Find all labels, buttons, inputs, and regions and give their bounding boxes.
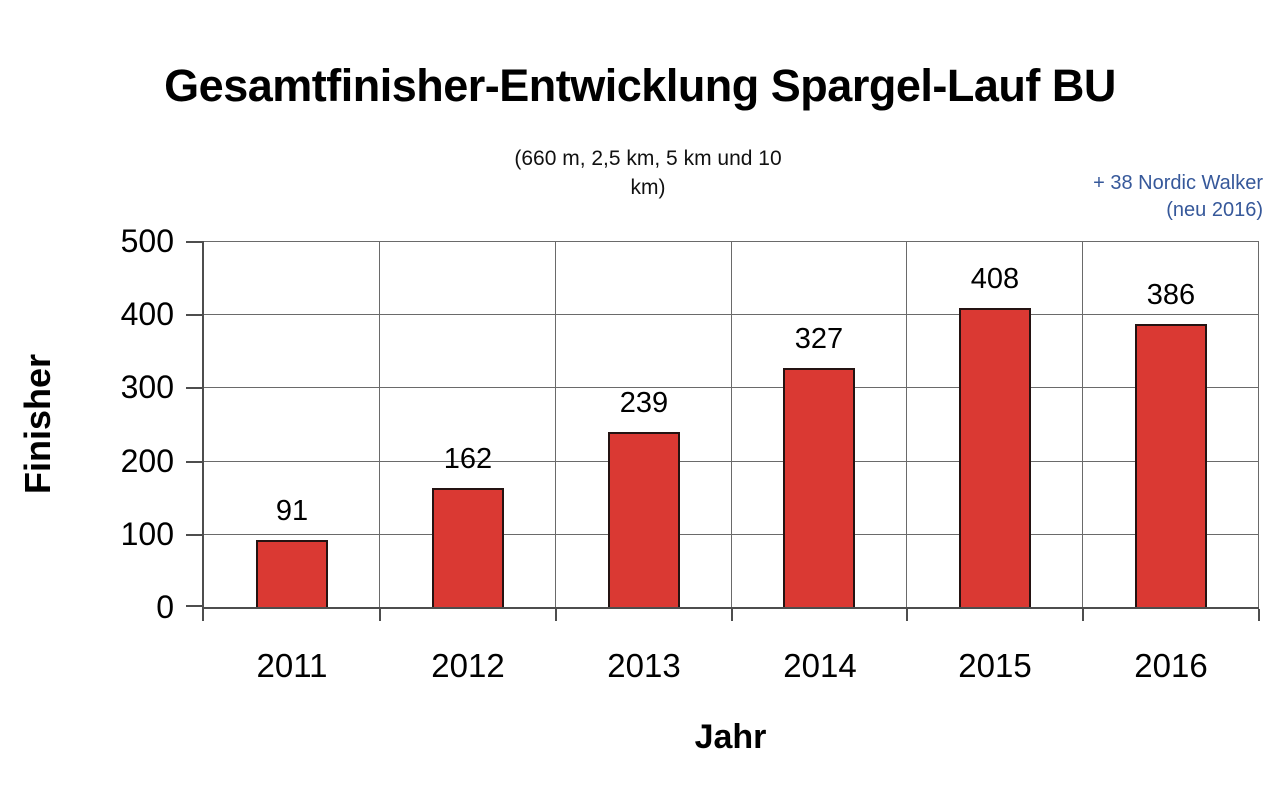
bar-value-2015: 408 <box>970 263 1020 295</box>
chart-title: Gesamtfinisher-Entwicklung Spargel-Lauf … <box>164 60 1116 111</box>
x-tick-6 <box>1258 609 1260 621</box>
chart-subtitle-line-1: (660 m, 2,5 km, 5 km und 10 <box>514 147 782 170</box>
x-tick-4 <box>906 609 908 621</box>
y-axis-title: Finisher <box>17 353 58 495</box>
bar-value-2016: 386 <box>1146 279 1196 311</box>
y-tick-label-300: 300 <box>120 369 174 405</box>
bar-2015 <box>959 308 1031 607</box>
x-tick-0 <box>202 609 204 621</box>
y-tick-label-0: 0 <box>156 589 174 625</box>
gridline-x-5 <box>1082 241 1083 607</box>
annotation-line-2: (neu 2016) <box>1166 199 1263 221</box>
y-tick-200 <box>186 461 202 463</box>
bar-value-2013: 239 <box>619 387 669 419</box>
bar-2012 <box>432 488 504 607</box>
y-tick-500 <box>186 241 202 243</box>
x-tick-1 <box>379 609 381 621</box>
gridline-x-2 <box>555 241 556 607</box>
bar-value-2014: 327 <box>794 323 844 355</box>
gridline-x-4 <box>906 241 907 607</box>
y-tick-100 <box>186 534 202 536</box>
x-axis-title: Jahr <box>694 718 767 756</box>
x-tick-5 <box>1082 609 1084 621</box>
bar-value-2011: 91 <box>275 495 309 527</box>
chart-subtitle: (660 m, 2,5 km, 5 km und 10 km) <box>8 144 1280 202</box>
bar-2016 <box>1135 324 1207 607</box>
bar-2011 <box>256 540 328 607</box>
y-tick-400 <box>186 314 202 316</box>
x-tick-3 <box>731 609 733 621</box>
x-category-label-2013: 2013 <box>607 647 681 684</box>
bar-2014 <box>783 368 855 607</box>
x-category-label-2012: 2012 <box>431 647 505 684</box>
annotation-line-1: + 38 Nordic Walker <box>1093 172 1263 194</box>
bar-value-2012: 162 <box>443 443 493 475</box>
x-tick-2 <box>555 609 557 621</box>
x-category-label-2015: 2015 <box>958 647 1032 684</box>
gridline-x-3 <box>731 241 732 607</box>
y-tick-label-100: 100 <box>120 516 174 552</box>
y-tick-0 <box>186 605 202 607</box>
plot-area: 0 100 200 300 400 500 91 2011 162 2012 239 2013 327 2… <box>121 223 1260 684</box>
bar-2013 <box>608 432 680 607</box>
y-tick-300 <box>186 387 202 389</box>
x-category-label-2014: 2014 <box>783 647 857 684</box>
gridline-x-6 <box>1258 241 1259 607</box>
y-tick-label-400: 400 <box>120 296 174 332</box>
nordic-walker-annotation: + 38 Nordic Walker (neu 2016) <box>1093 170 1263 224</box>
x-category-label-2011: 2011 <box>256 647 328 684</box>
x-category-label-2016: 2016 <box>1134 647 1208 684</box>
gridline-x-1 <box>379 241 380 607</box>
chart-subtitle-line-2: km) <box>630 176 666 199</box>
y-tick-label-200: 200 <box>120 443 174 479</box>
y-tick-label-500: 500 <box>120 223 174 259</box>
